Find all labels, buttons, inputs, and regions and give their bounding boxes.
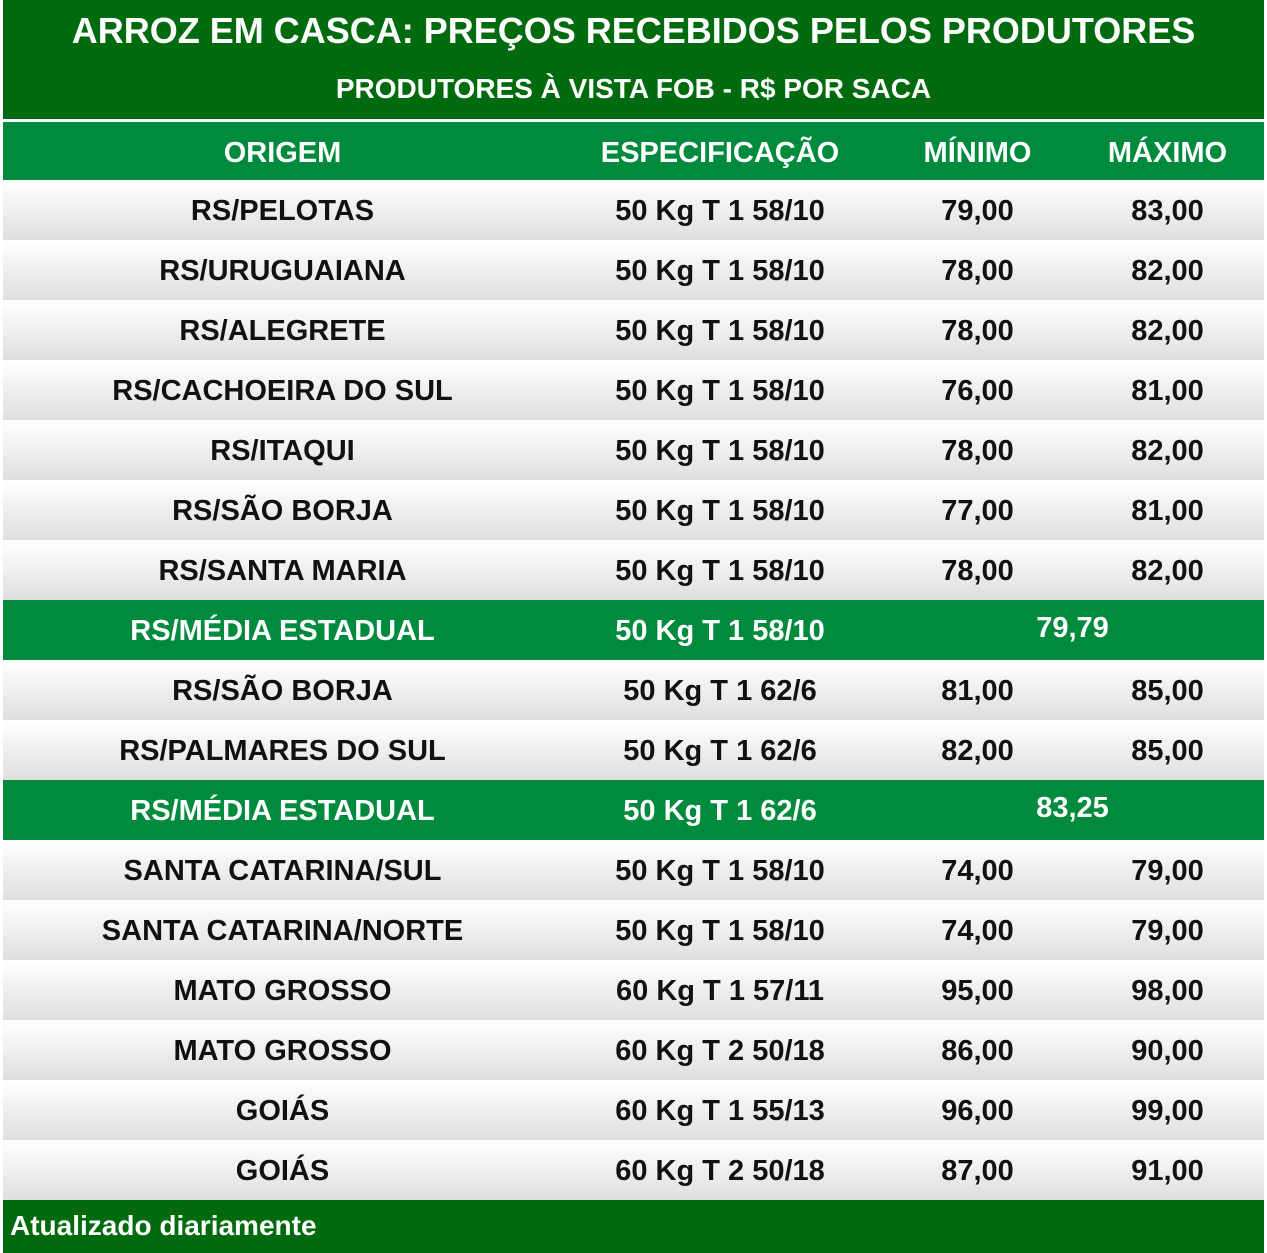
header-cell: ORIGEM bbox=[223, 137, 342, 169]
cell: 85,00 bbox=[1131, 675, 1204, 707]
cell: RS/SÃO BORJA bbox=[172, 675, 393, 707]
data-row: RS/ALEGRETE 50 Kg T 1 58/10 78,00 82,00 bbox=[3, 300, 1264, 360]
average-row: RS/MÉDIA ESTADUAL 50 Kg T 1 58/10 79,79 bbox=[3, 600, 1264, 660]
cell: 95,00 bbox=[941, 975, 1014, 1007]
cell: 50 Kg T 1 58/10 bbox=[615, 555, 825, 587]
cell: 50 Kg T 1 58/10 bbox=[615, 435, 825, 467]
cell: 74,00 bbox=[941, 855, 1014, 887]
cell: SANTA CATARINA/SUL bbox=[123, 855, 442, 887]
cell: RS/PELOTAS bbox=[190, 195, 375, 227]
title-band: ARROZ EM CASCA: PREÇOS RECEBIDOS PELOS P… bbox=[3, 0, 1264, 119]
cell: 50 Kg T 1 58/10 bbox=[615, 375, 825, 407]
data-row: RS/SANTA MARIA 50 Kg T 1 58/10 78,00 82,00 bbox=[3, 540, 1264, 600]
cell: 81,00 bbox=[941, 675, 1014, 707]
cell: 87,00 bbox=[941, 1155, 1014, 1187]
header-cell: MÁXIMO bbox=[1107, 137, 1228, 169]
average-value: 79,79 bbox=[1036, 612, 1109, 644]
cell: 50 Kg T 1 58/10 bbox=[615, 915, 825, 947]
cell: RS/ITAQUI bbox=[210, 435, 355, 467]
data-row: GOIÁS 60 Kg T 1 55/13 96,00 99,00 bbox=[3, 1080, 1264, 1140]
cell: RS/MÉDIA ESTADUAL bbox=[130, 615, 435, 647]
cell: 50 Kg T 1 62/6 bbox=[623, 795, 817, 827]
cell: 85,00 bbox=[1131, 735, 1204, 767]
cell: 50 Kg T 1 62/6 bbox=[623, 735, 817, 767]
cell: 50 Kg T 1 58/10 bbox=[615, 855, 825, 887]
data-row: RS/SÃO BORJA 50 Kg T 1 58/10 77,00 81,00 bbox=[3, 480, 1264, 540]
cell: 82,00 bbox=[1131, 555, 1204, 587]
cell: 50 Kg T 1 58/10 bbox=[615, 495, 825, 527]
cell: 96,00 bbox=[941, 1095, 1014, 1127]
data-row: RS/PELOTAS 50 Kg T 1 58/10 79,00 83,00 bbox=[3, 180, 1264, 240]
data-row: RS/CACHOEIRA DO SUL 50 Kg T 1 58/10 76,00 8… bbox=[3, 360, 1264, 420]
cell: 99,00 bbox=[1131, 1095, 1204, 1127]
cell: 60 Kg T 1 55/13 bbox=[615, 1095, 825, 1127]
cell: 76,00 bbox=[941, 375, 1014, 407]
cell: SANTA CATARINA/NORTE bbox=[101, 915, 464, 947]
cell: 50 Kg T 1 58/10 bbox=[615, 195, 825, 227]
cell: 74,00 bbox=[941, 915, 1014, 947]
data-row: RS/URUGUAIANA 50 Kg T 1 58/10 78,00 82,00 bbox=[3, 240, 1264, 300]
cell: MATO GROSSO bbox=[173, 975, 392, 1007]
data-row: SANTA CATARINA/SUL 50 Kg T 1 58/10 74,00 79… bbox=[3, 840, 1264, 900]
cell: 79,00 bbox=[1131, 855, 1204, 887]
cell: 83,00 bbox=[1131, 195, 1204, 227]
cell: 91,00 bbox=[1131, 1155, 1204, 1187]
header-row: ORIGEM ESPECIFICAÇÃO MÍNIMO MÁXIMO bbox=[3, 122, 1264, 182]
cell: 50 Kg T 1 58/10 bbox=[615, 615, 825, 647]
cell: RS/URUGUAIANA bbox=[159, 255, 406, 287]
average-value: 83,25 bbox=[1036, 792, 1109, 824]
subtitle: PRODUTORES À VISTA FOB - R$ POR SACA bbox=[335, 73, 932, 104]
cell: RS/MÉDIA ESTADUAL bbox=[130, 795, 435, 827]
cell: 50 Kg T 1 58/10 bbox=[615, 315, 825, 347]
data-row: RS/SÃO BORJA 50 Kg T 1 62/6 81,00 85,00 bbox=[3, 660, 1264, 720]
data-row: RS/ITAQUI 50 Kg T 1 58/10 78,00 82,00 bbox=[3, 420, 1264, 480]
cell: RS/PALMARES DO SUL bbox=[119, 735, 446, 767]
cell: 50 Kg T 1 62/6 bbox=[623, 675, 817, 707]
cell: 82,00 bbox=[1131, 315, 1204, 347]
cell: 78,00 bbox=[941, 555, 1014, 587]
average-row: RS/MÉDIA ESTADUAL 50 Kg T 1 62/6 83,25 bbox=[3, 780, 1264, 840]
cell: 98,00 bbox=[1131, 975, 1204, 1007]
cell: RS/SANTA MARIA bbox=[158, 555, 407, 587]
title: ARROZ EM CASCA: PREÇOS RECEBIDOS PELOS P… bbox=[71, 10, 1196, 51]
cell: 50 Kg T 1 58/10 bbox=[615, 255, 825, 287]
cell: 60 Kg T 2 50/18 bbox=[615, 1035, 825, 1067]
cell: 77,00 bbox=[941, 495, 1014, 527]
cell: 82,00 bbox=[1131, 255, 1204, 287]
data-row: SANTA CATARINA/NORTE 50 Kg T 1 58/10 74,00… bbox=[3, 900, 1264, 960]
cell: 78,00 bbox=[941, 315, 1014, 347]
cell: 79,00 bbox=[941, 195, 1014, 227]
header-cell: ESPECIFICAÇÃO bbox=[600, 137, 840, 169]
cell: GOIÁS bbox=[235, 1095, 330, 1127]
footer-band: Atualizado diariamente bbox=[3, 1200, 1264, 1253]
cell: 82,00 bbox=[941, 735, 1014, 767]
cell: 81,00 bbox=[1131, 495, 1204, 527]
cell: 79,00 bbox=[1131, 915, 1204, 947]
header-cell: MÍNIMO bbox=[923, 137, 1032, 169]
cell: 81,00 bbox=[1131, 375, 1204, 407]
cell: 60 Kg T 2 50/18 bbox=[615, 1155, 825, 1187]
data-row: GOIÁS 60 Kg T 2 50/18 87,00 91,00 bbox=[3, 1140, 1264, 1200]
cell: 60 Kg T 1 57/11 bbox=[616, 975, 824, 1007]
data-row: RS/PALMARES DO SUL 50 Kg T 1 62/6 82,00 85,… bbox=[3, 720, 1264, 780]
cell: 78,00 bbox=[941, 435, 1014, 467]
cell: GOIÁS bbox=[235, 1155, 330, 1187]
cell: RS/SÃO BORJA bbox=[172, 495, 393, 527]
cell: 82,00 bbox=[1131, 435, 1204, 467]
cell: 90,00 bbox=[1131, 1035, 1204, 1067]
cell: 86,00 bbox=[941, 1035, 1014, 1067]
cell: RS/CACHOEIRA DO SUL bbox=[112, 375, 453, 407]
cell: 78,00 bbox=[941, 255, 1014, 287]
cell: MATO GROSSO bbox=[173, 1035, 392, 1067]
footer-note: Atualizado diariamente bbox=[10, 1210, 317, 1241]
cell: RS/ALEGRETE bbox=[179, 315, 386, 347]
data-row: MATO GROSSO 60 Kg T 1 57/11 95,00 98,00 bbox=[3, 960, 1264, 1020]
data-row: MATO GROSSO 60 Kg T 2 50/18 86,00 90,00 bbox=[3, 1020, 1264, 1080]
